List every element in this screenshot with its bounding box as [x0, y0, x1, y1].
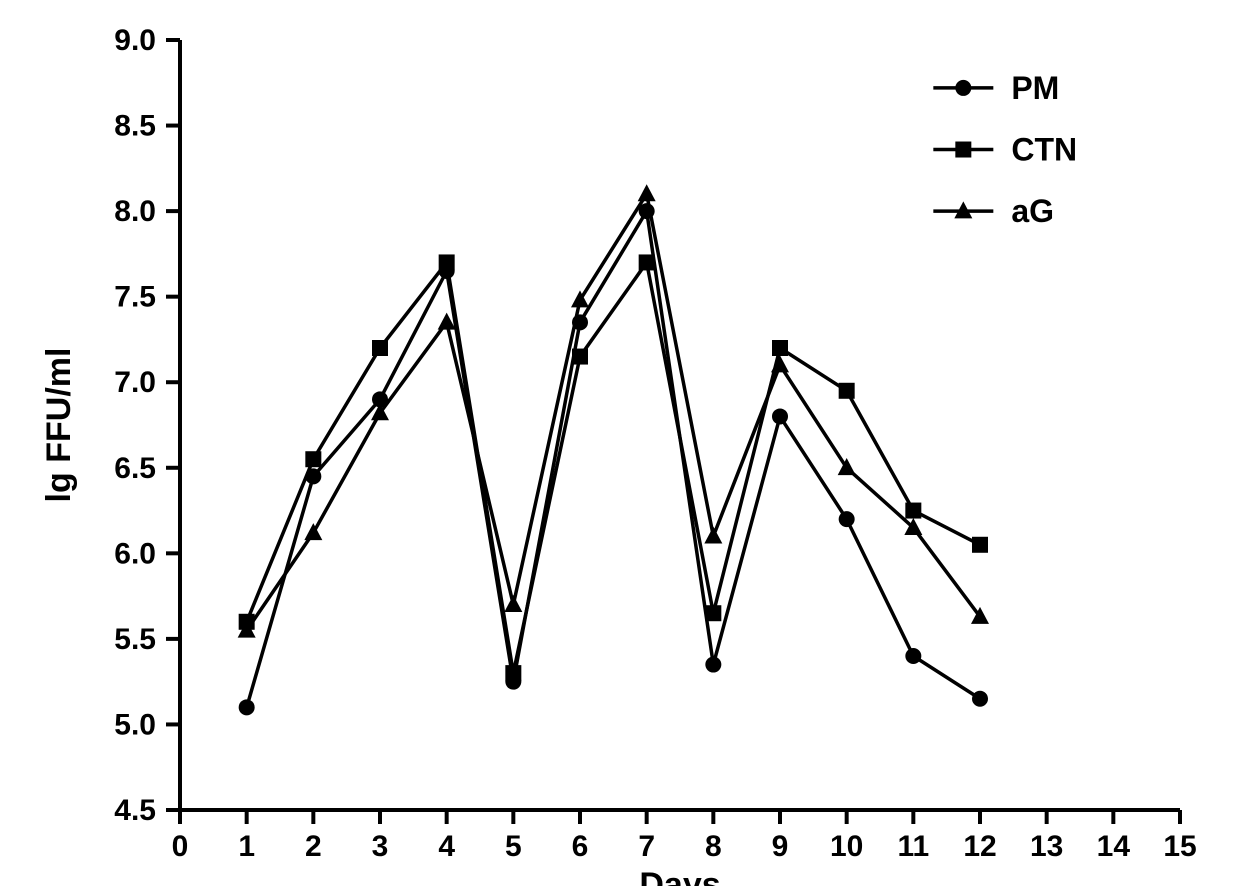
x-tick-label: 11 — [897, 830, 929, 863]
x-tick-label: 4 — [438, 830, 455, 863]
marker-circle — [955, 80, 971, 96]
y-tick-label: 8.5 — [114, 110, 156, 143]
marker-square — [905, 503, 921, 519]
legend-label: PM — [1011, 70, 1059, 106]
y-axis-label: lg FFU/ml — [40, 348, 78, 503]
marker-square — [439, 254, 455, 270]
marker-triangle — [704, 527, 722, 544]
chart-container: 01234567891011121314154.55.05.56.06.57.0… — [0, 0, 1240, 886]
marker-square — [972, 537, 988, 553]
marker-circle — [839, 511, 855, 527]
marker-square — [955, 142, 971, 158]
x-tick-label: 15 — [1163, 830, 1196, 863]
marker-circle — [905, 648, 921, 664]
y-tick-label: 7.0 — [114, 366, 156, 399]
x-tick-label: 2 — [305, 830, 322, 863]
y-tick-label: 7.5 — [114, 281, 156, 314]
legend-item-CTN: CTN — [933, 132, 1077, 168]
marker-triangle — [638, 184, 656, 201]
marker-circle — [705, 657, 721, 673]
marker-square — [839, 383, 855, 399]
legend-item-aG: aG — [933, 193, 1054, 229]
y-tick-label: 6.0 — [114, 537, 156, 570]
marker-square — [705, 605, 721, 621]
marker-circle — [239, 699, 255, 715]
y-tick-label: 6.5 — [114, 452, 156, 485]
marker-square — [572, 349, 588, 365]
x-tick-label: 6 — [572, 830, 589, 863]
x-tick-label: 5 — [505, 830, 522, 863]
marker-triangle — [771, 355, 789, 372]
x-axis-label: Days — [639, 866, 720, 886]
series-line — [247, 262, 980, 673]
x-tick-label: 8 — [705, 830, 722, 863]
x-tick-label: 0 — [172, 830, 189, 863]
marker-triangle — [304, 523, 322, 540]
marker-square — [639, 254, 655, 270]
y-tick-label: 9.0 — [114, 24, 156, 57]
x-tick-label: 1 — [238, 830, 255, 863]
series-PM — [239, 203, 988, 715]
marker-triangle — [504, 595, 522, 612]
series-line — [247, 211, 980, 707]
marker-square — [372, 340, 388, 356]
legend-item-PM: PM — [933, 70, 1059, 106]
marker-circle — [972, 691, 988, 707]
y-tick-label: 8.0 — [114, 195, 156, 228]
x-tick-label: 13 — [1030, 830, 1063, 863]
legend-label: CTN — [1011, 132, 1077, 168]
x-tick-label: 3 — [372, 830, 389, 863]
marker-circle — [772, 408, 788, 424]
y-tick-label: 4.5 — [114, 794, 156, 827]
x-tick-label: 9 — [772, 830, 789, 863]
y-tick-label: 5.5 — [114, 623, 156, 656]
marker-square — [305, 451, 321, 467]
x-tick-label: 10 — [830, 830, 863, 863]
marker-square — [505, 665, 521, 681]
x-tick-label: 12 — [963, 830, 996, 863]
line-chart: 01234567891011121314154.55.05.56.06.57.0… — [0, 0, 1240, 886]
y-tick-label: 5.0 — [114, 708, 156, 741]
legend-label: aG — [1011, 193, 1054, 229]
series-aG — [238, 184, 989, 637]
marker-square — [772, 340, 788, 356]
x-tick-label: 14 — [1097, 830, 1131, 863]
x-tick-label: 7 — [638, 830, 655, 863]
